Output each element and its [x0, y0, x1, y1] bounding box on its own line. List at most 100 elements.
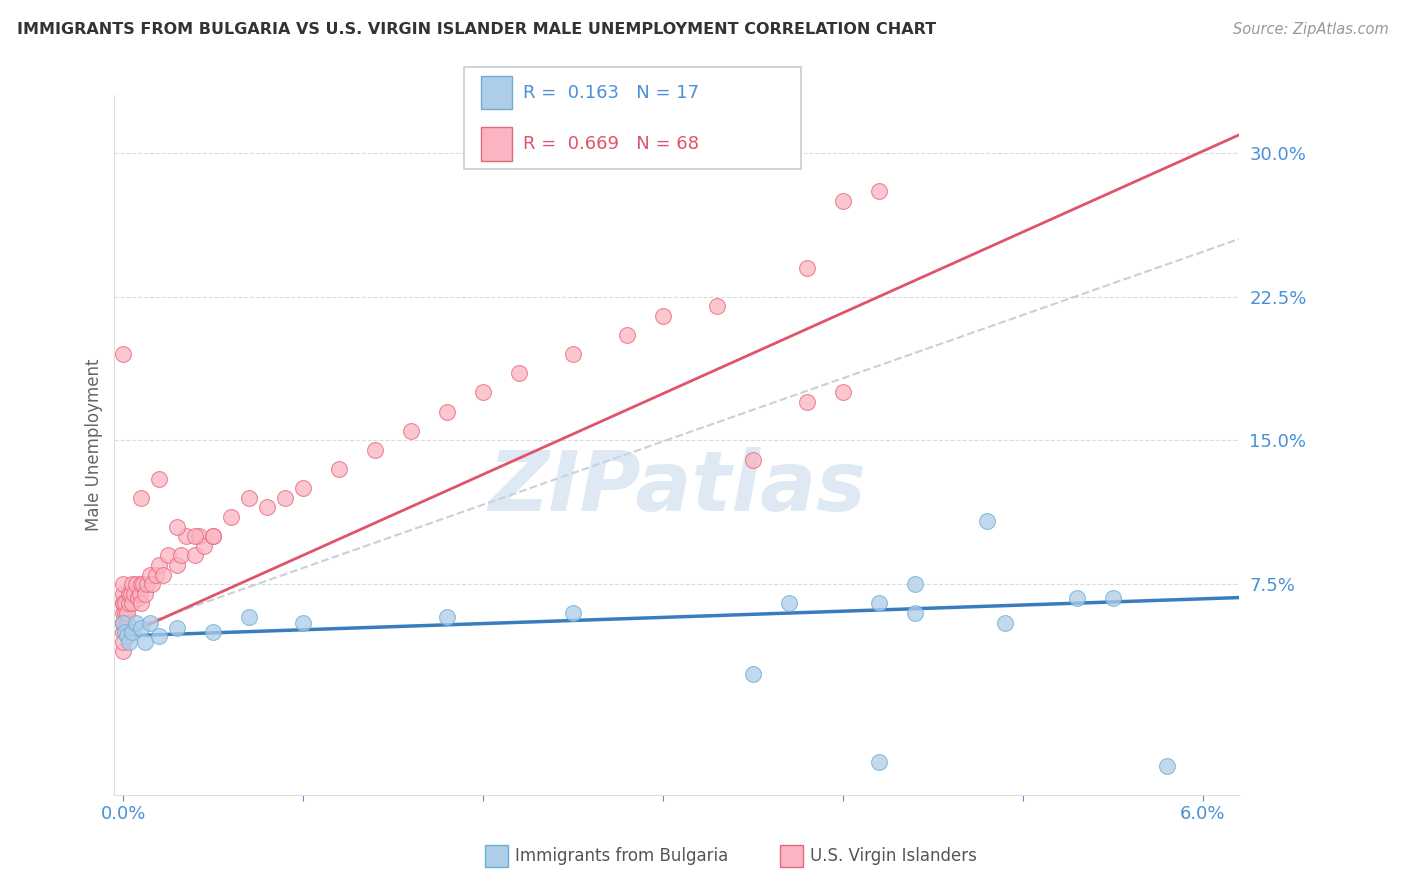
Point: [125, 577, 148, 591]
Point: [114, 625, 136, 640]
Point: [904, 577, 927, 591]
Point: [166, 519, 188, 533]
Point: [436, 609, 458, 624]
Point: [115, 629, 138, 643]
Point: [112, 596, 135, 610]
Point: [193, 539, 215, 553]
Point: [145, 567, 167, 582]
Point: [976, 514, 998, 528]
Point: [112, 625, 135, 640]
Text: R =  0.163   N = 17: R = 0.163 N = 17: [523, 84, 699, 102]
Point: [401, 424, 423, 438]
Point: [256, 500, 278, 515]
Point: [121, 577, 143, 591]
Point: [135, 577, 157, 591]
Point: [112, 615, 135, 630]
Point: [112, 587, 135, 601]
Point: [742, 667, 765, 681]
Point: [131, 621, 153, 635]
Point: [148, 472, 170, 486]
Point: [112, 644, 135, 658]
Point: [238, 609, 260, 624]
Point: [112, 615, 135, 630]
Point: [868, 184, 890, 198]
Point: [118, 634, 141, 648]
Point: [112, 634, 135, 648]
Point: [118, 587, 141, 601]
Point: [114, 606, 136, 620]
Point: [1156, 759, 1178, 773]
Point: [652, 309, 675, 323]
Point: [152, 567, 174, 582]
Point: [141, 577, 163, 591]
Point: [148, 558, 170, 572]
Point: [472, 385, 495, 400]
Point: [112, 606, 135, 620]
Point: [202, 625, 225, 640]
Point: [184, 529, 207, 543]
Point: [796, 395, 818, 409]
Point: [125, 615, 148, 630]
Point: [121, 625, 143, 640]
Point: [114, 596, 136, 610]
Text: IMMIGRANTS FROM BULGARIA VS U.S. VIRGIN ISLANDER MALE UNEMPLOYMENT CORRELATION C: IMMIGRANTS FROM BULGARIA VS U.S. VIRGIN …: [17, 22, 936, 37]
Text: Source: ZipAtlas.com: Source: ZipAtlas.com: [1233, 22, 1389, 37]
Text: R =  0.669   N = 68: R = 0.669 N = 68: [523, 135, 699, 153]
Point: [832, 385, 855, 400]
Point: [122, 587, 145, 601]
Point: [328, 462, 350, 476]
Point: [904, 606, 927, 620]
Point: [157, 549, 180, 563]
Point: [148, 629, 170, 643]
Point: [1102, 591, 1125, 605]
Point: [184, 549, 207, 563]
Point: [994, 615, 1017, 630]
Point: [112, 347, 135, 361]
Point: [562, 606, 585, 620]
Point: [562, 347, 585, 361]
Point: [706, 299, 728, 313]
Point: [131, 577, 153, 591]
Point: [131, 491, 153, 505]
Point: [202, 529, 225, 543]
Point: [292, 481, 315, 495]
Point: [238, 491, 260, 505]
Point: [166, 558, 188, 572]
Point: [832, 194, 855, 208]
Point: [508, 366, 530, 380]
Point: [127, 591, 149, 605]
Point: [436, 404, 458, 418]
Point: [364, 442, 387, 457]
Point: [616, 327, 638, 342]
Point: [120, 587, 142, 601]
Point: [221, 510, 243, 524]
Point: [796, 260, 818, 275]
Point: [121, 596, 143, 610]
Y-axis label: Male Unemployment: Male Unemployment: [86, 359, 103, 532]
Point: [742, 452, 765, 467]
Point: [112, 577, 135, 591]
Point: [134, 634, 156, 648]
Point: [134, 587, 156, 601]
Point: [176, 529, 198, 543]
Point: [868, 596, 890, 610]
Text: ZIPatlas: ZIPatlas: [488, 447, 866, 528]
Point: [115, 615, 138, 630]
Point: [118, 596, 141, 610]
Point: [112, 615, 135, 630]
Text: U.S. Virgin Islanders: U.S. Virgin Islanders: [810, 847, 977, 865]
Point: [778, 596, 800, 610]
Point: [166, 621, 188, 635]
Point: [170, 549, 193, 563]
Text: Immigrants from Bulgaria: Immigrants from Bulgaria: [515, 847, 728, 865]
Point: [112, 596, 135, 610]
Point: [188, 529, 211, 543]
Point: [139, 567, 162, 582]
Point: [868, 756, 890, 770]
Point: [139, 615, 162, 630]
Point: [132, 577, 155, 591]
Point: [131, 596, 153, 610]
Point: [1066, 591, 1088, 605]
Point: [292, 615, 315, 630]
Point: [128, 587, 150, 601]
